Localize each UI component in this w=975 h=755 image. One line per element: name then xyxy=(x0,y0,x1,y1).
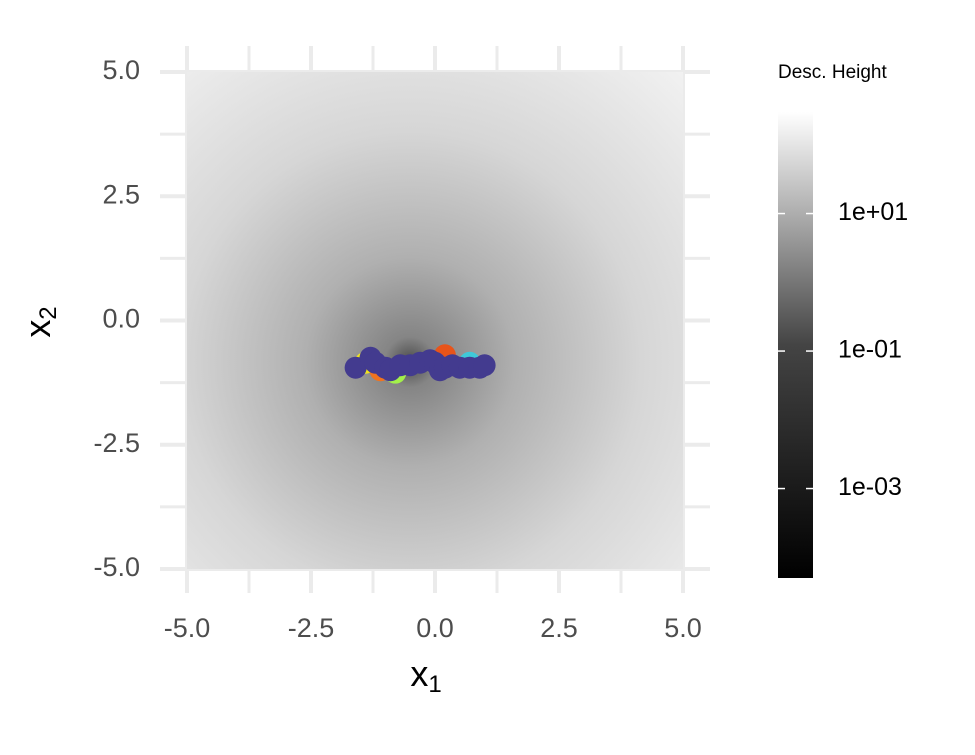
y-axis-title-main: x xyxy=(17,320,58,338)
labels: -5.0 -2.5 0.0 2.5 5.0 -5.0 -2.5 0.0 2.5 5.0 xyxy=(93,55,701,643)
x-tick-label: 2.5 xyxy=(540,613,578,643)
point xyxy=(473,354,496,377)
x-axis-title-sub: 1 xyxy=(428,671,441,698)
y-tick-label: 0.0 xyxy=(102,304,140,334)
colorbar-ticks: 1e+01 1e-01 1e-03 xyxy=(778,198,908,501)
colorbar-tick-label: 1e-03 xyxy=(838,473,902,501)
points xyxy=(344,344,496,384)
colorbar-tick-label: 1e-01 xyxy=(838,336,902,364)
colorbar-tick-label: 1e+01 xyxy=(838,198,908,226)
colorbar-title: Desc. Height xyxy=(778,62,887,83)
x-tick-label: -5.0 xyxy=(164,613,211,643)
y-axis-title-sub: 2 xyxy=(35,306,62,319)
y-tick-label: -2.5 xyxy=(93,428,140,458)
x-tick-label: -2.5 xyxy=(288,613,335,643)
y-axis-title: x2 xyxy=(17,306,63,337)
x-axis-title-main: x xyxy=(410,653,428,694)
y-tick-label: 2.5 xyxy=(102,179,140,209)
x-tick-label: 0.0 xyxy=(416,613,454,643)
field-raster xyxy=(187,72,683,569)
colorbar xyxy=(778,112,813,578)
x-tick-label: 5.0 xyxy=(664,613,702,643)
y-tick-label: 5.0 xyxy=(102,55,140,85)
y-tick-label: -5.0 xyxy=(93,552,140,582)
x-axis-title: x1 xyxy=(410,653,441,699)
